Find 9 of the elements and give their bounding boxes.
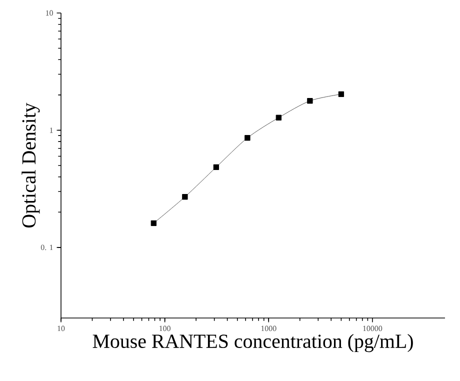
point — [213, 164, 220, 170]
point — [307, 98, 313, 104]
y-axis-title: Optical Density — [22, 102, 40, 228]
point — [276, 114, 282, 120]
point — [244, 135, 250, 141]
point — [182, 194, 188, 200]
point — [150, 220, 157, 226]
point — [338, 91, 344, 98]
x-axis-title: Mouse RANTES concentration (pg/mL) — [92, 334, 413, 352]
